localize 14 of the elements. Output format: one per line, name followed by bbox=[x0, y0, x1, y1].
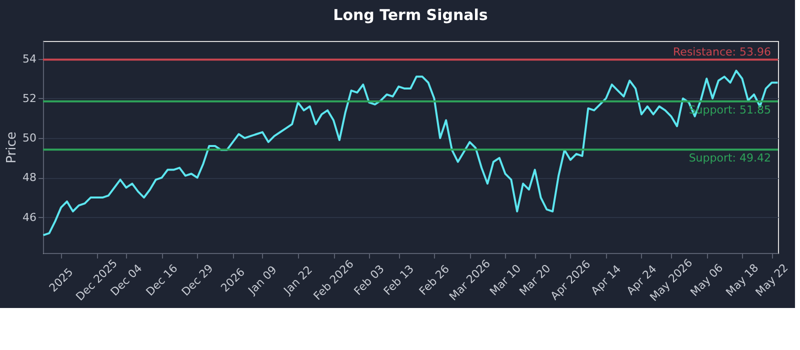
x-tick-label: Jan 09 bbox=[245, 263, 280, 298]
ref-line-label: Resistance: 53.96 bbox=[673, 46, 771, 59]
y-tick-label: 50 bbox=[22, 132, 36, 145]
chart-title: Long Term Signals bbox=[333, 6, 488, 24]
y-tick-label: 46 bbox=[22, 210, 36, 224]
x-tick-label: Apr 14 bbox=[588, 262, 624, 298]
line-series bbox=[42, 70, 779, 236]
x-tick-label: Dec 29 bbox=[179, 262, 216, 298]
y-tick-label: 52 bbox=[22, 92, 36, 105]
ref-line-label: Support: 49.42 bbox=[688, 152, 771, 165]
y-tick-label: 54 bbox=[22, 52, 36, 66]
y-axis-title: Price bbox=[4, 132, 20, 164]
y-tick-label: 48 bbox=[22, 171, 36, 184]
x-tick-label: Dec 16 bbox=[144, 262, 180, 298]
